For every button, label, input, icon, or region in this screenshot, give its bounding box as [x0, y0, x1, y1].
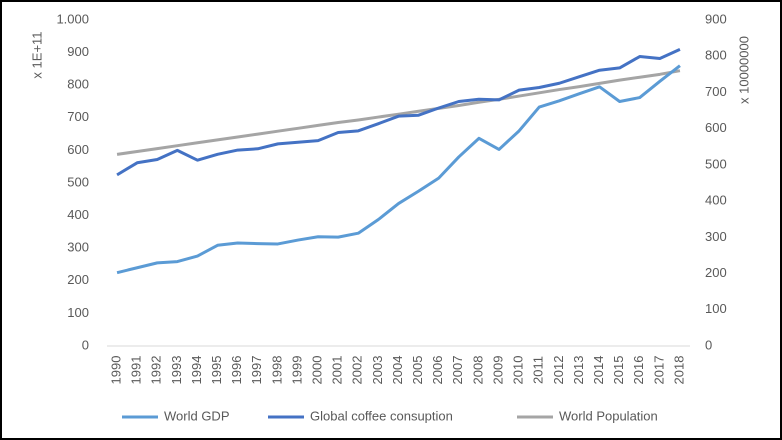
x-tick-label: 2013	[571, 356, 586, 385]
y2-tick-label: 400	[705, 193, 727, 208]
x-tick-label: 2015	[611, 356, 626, 385]
x-tick-label: 2003	[370, 356, 385, 385]
x-tick-label: 1993	[169, 356, 184, 385]
x-tick-label: 2002	[350, 356, 365, 385]
series-line	[116, 64, 681, 275]
y-tick-label: 200	[67, 272, 89, 287]
y-tick-label: 1.000	[56, 11, 89, 26]
y-tick-label: 100	[67, 305, 89, 320]
y2-tick-label: 900	[705, 11, 727, 26]
y-tick-label: 400	[67, 207, 89, 222]
y2-tick-label: 100	[705, 301, 727, 316]
y-tick-label: 600	[67, 142, 89, 157]
y-tick-label: 900	[67, 44, 89, 59]
x-tick-label: 2000	[310, 356, 325, 385]
x-tick-label: 1996	[229, 356, 244, 385]
x-tick-label: 2017	[651, 356, 666, 385]
x-tick-label: 2006	[430, 356, 445, 385]
x-tick-label: 2009	[490, 356, 505, 385]
x-tick-label: 2016	[631, 356, 646, 385]
y2-tick-label: 300	[705, 229, 727, 244]
y-axis-label: x 1E+11	[29, 31, 44, 78]
x-tick-label: 2001	[330, 356, 345, 385]
x-tick-label: 2004	[390, 356, 405, 385]
x-tick-label: 1994	[189, 356, 204, 385]
x-tick-label: 1995	[209, 356, 224, 385]
x-tick-label: 2014	[591, 356, 606, 385]
series-line	[116, 47, 681, 177]
y-tick-label: 700	[67, 109, 89, 124]
legend-label: World GDP	[164, 408, 230, 423]
y2-axis-label: x 10000000	[736, 36, 751, 104]
x-tick-label: 1990	[108, 356, 123, 385]
y2-tick-label: 700	[705, 84, 727, 99]
series-line	[116, 69, 681, 156]
x-tick-label: 1998	[269, 356, 284, 385]
x-tick-label: 1997	[249, 356, 264, 385]
y2-tick-label: 500	[705, 156, 727, 171]
x-tick-label: 2011	[531, 356, 546, 384]
x-tick-label: 1992	[149, 356, 164, 385]
y2-tick-label: 0	[705, 337, 712, 352]
x-tick-label: 1999	[289, 356, 304, 385]
y-tick-label: 0	[82, 337, 89, 352]
y2-tick-label: 200	[705, 265, 727, 280]
x-tick-label: 2007	[450, 356, 465, 385]
x-tick-label: 2005	[410, 356, 425, 385]
x-tick-label: 2010	[511, 356, 526, 385]
y2-tick-label: 600	[705, 120, 727, 135]
y-tick-label: 800	[67, 77, 89, 92]
x-tick-label: 2012	[551, 356, 566, 385]
x-tick-label: 2008	[470, 356, 485, 385]
x-tick-label: 1991	[129, 356, 144, 385]
legend-label: World Population	[559, 408, 658, 423]
legend-label: Global coffee consuption	[310, 408, 453, 423]
y-tick-label: 300	[67, 240, 89, 255]
x-tick-label: 2018	[671, 356, 686, 385]
y-tick-label: 500	[67, 174, 89, 189]
y2-tick-label: 800	[705, 48, 727, 63]
